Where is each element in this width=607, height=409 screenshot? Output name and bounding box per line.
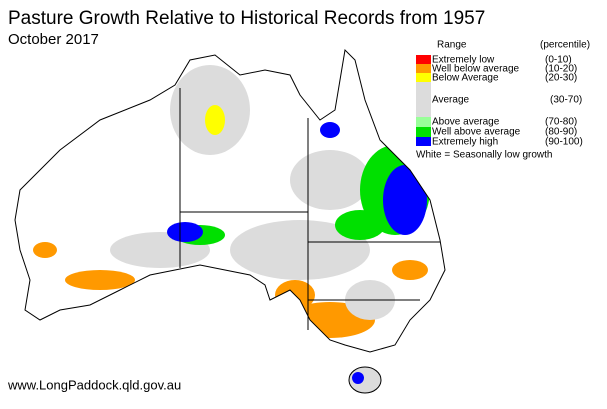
title: Pasture Growth Relative to Historical Re… — [8, 8, 485, 29]
legend-swatch — [416, 117, 431, 127]
legend-swatch — [416, 127, 431, 137]
legend-range: (90-100) — [545, 137, 583, 148]
footer-url: www.LongPaddock.qld.gov.au — [7, 377, 181, 392]
legend-label: Extremely high — [432, 137, 498, 148]
legend-range: (20-30) — [545, 73, 577, 84]
map — [14, 48, 446, 394]
legend-label: Well above average — [432, 127, 521, 138]
legend-range: (10-20) — [545, 64, 577, 75]
legend-range: (70-80) — [545, 117, 577, 128]
legend-swatch — [416, 137, 431, 146]
legend-label: Below Average — [432, 73, 499, 84]
legend-label: Average — [432, 95, 470, 106]
legend-range: (0-10) — [545, 55, 572, 66]
legend-label: Extremely low — [432, 55, 495, 66]
legend-unit: (percentile) — [540, 40, 590, 51]
legend-swatch — [416, 82, 431, 117]
legend-range: (80-90) — [545, 127, 577, 138]
subtitle: October 2017 — [8, 31, 99, 48]
legend: Range (percentile) White = Seasonally lo… — [416, 40, 590, 161]
legend-label: Well below average — [432, 64, 520, 75]
legend-heading: Range — [437, 40, 467, 51]
legend-swatch — [416, 73, 431, 82]
legend-note: White = Seasonally low growth — [416, 150, 552, 161]
legend-swatch — [416, 55, 431, 64]
legend-swatch — [416, 64, 431, 73]
legend-range: (30-70) — [550, 95, 582, 106]
legend-label: Above average — [432, 117, 500, 128]
